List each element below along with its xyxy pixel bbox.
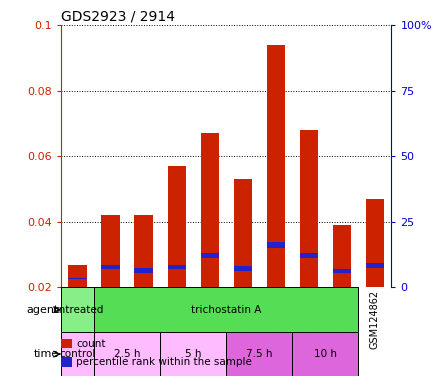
Text: time: time	[34, 349, 59, 359]
Bar	[200, 253, 218, 258]
Text: count: count	[76, 339, 105, 349]
Bar	[365, 263, 383, 268]
Bar	[299, 253, 317, 258]
Text: GDS2923 / 2914: GDS2923 / 2914	[61, 10, 174, 24]
Bar	[134, 215, 152, 288]
Bar	[68, 278, 86, 279]
Text: percentile rank within the sample: percentile rank within the sample	[76, 357, 251, 367]
Bar	[167, 166, 185, 288]
Text: 5 h: 5 h	[184, 349, 201, 359]
Text: 2.5 h: 2.5 h	[114, 349, 140, 359]
Bar	[233, 179, 251, 288]
Bar	[68, 265, 86, 288]
Bar	[94, 288, 358, 332]
Bar	[266, 242, 284, 248]
Text: untreated: untreated	[52, 305, 103, 314]
Bar	[61, 288, 94, 332]
Bar	[101, 265, 119, 270]
Text: 7.5 h: 7.5 h	[246, 349, 272, 359]
Bar	[266, 45, 284, 288]
Bar	[365, 199, 383, 288]
Bar	[160, 332, 226, 376]
Bar	[299, 130, 317, 288]
Bar	[167, 265, 185, 270]
Bar	[61, 332, 94, 376]
Bar	[292, 332, 358, 376]
Bar	[233, 266, 251, 271]
Bar	[332, 225, 350, 288]
Bar	[226, 332, 292, 376]
Text: control: control	[59, 349, 95, 359]
Bar	[332, 270, 350, 273]
Bar	[134, 268, 152, 273]
Bar	[101, 215, 119, 288]
Bar	[94, 332, 160, 376]
Text: agent: agent	[27, 305, 59, 314]
Text: trichostatin A: trichostatin A	[191, 305, 261, 314]
Text: 10 h: 10 h	[313, 349, 336, 359]
Bar	[200, 133, 218, 288]
